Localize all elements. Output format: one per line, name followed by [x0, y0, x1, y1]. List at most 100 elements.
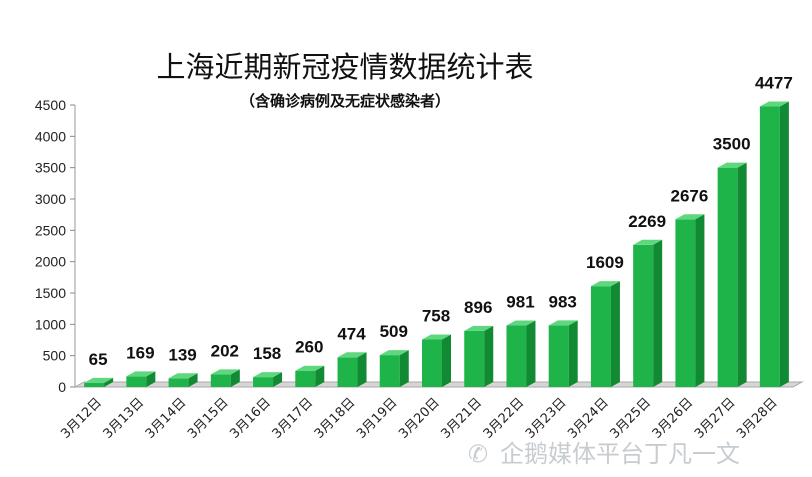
y-tick-label: 2000: [35, 254, 66, 270]
x-tick-label: 3月19日: [354, 395, 401, 442]
y-tick-label: 3500: [35, 160, 66, 176]
chart-title: 上海近期新冠疫情数据统计表: [156, 50, 533, 84]
x-tick-label: 3月21日: [439, 395, 486, 442]
bar-side: [230, 369, 240, 387]
bar-top: [675, 214, 705, 220]
data-label: 981: [506, 293, 534, 312]
bar: [506, 320, 536, 387]
data-label: 2269: [628, 212, 666, 231]
y-tick-label: 1000: [35, 316, 66, 332]
bar-top: [464, 325, 494, 331]
x-tick-label: 3月27日: [692, 395, 739, 442]
bar-side: [399, 350, 409, 387]
data-labels: 65 169 139 202 158 260 474 509 758 896 981 983 1609 2…: [89, 73, 793, 368]
data-label: 1609: [586, 253, 624, 272]
bar: [759, 101, 789, 387]
bar-front: [759, 106, 780, 387]
bar-front: [506, 325, 527, 387]
y-tick-labels: 0 500 1000 1500 2000 2500 3000 3500 4000 4500: [35, 97, 66, 395]
bar-front: [379, 355, 400, 387]
bar-side: [146, 371, 156, 387]
bar-front: [168, 378, 189, 387]
bar-front: [422, 339, 442, 387]
x-tick-label: 3月12日: [58, 395, 105, 442]
bar-side: [568, 320, 578, 387]
watermark: ✆ 企鹅媒体平台丁凡一文: [468, 440, 740, 468]
x-tick-label: 3月22日: [481, 395, 528, 442]
bar-front: [464, 330, 485, 387]
x-tick-label: 3月20日: [396, 395, 443, 442]
bar-front: [253, 377, 274, 387]
bar: [253, 372, 283, 387]
data-label: 2676: [670, 186, 708, 205]
bar: [84, 377, 114, 387]
x-tick-label: 3月14日: [143, 395, 190, 442]
bar-top: [379, 350, 409, 356]
y-tick-label: 2500: [35, 222, 66, 238]
bar-top: [548, 320, 578, 326]
y-tick-label: 1500: [35, 285, 66, 301]
bar-side: [610, 281, 620, 387]
bar-side: [442, 334, 451, 387]
x-tick-label: 3月25日: [607, 395, 654, 442]
bar: [126, 371, 156, 387]
bar-side: [737, 162, 747, 387]
bar-side: [104, 377, 114, 387]
bar: [168, 373, 198, 387]
bar-side: [357, 352, 367, 387]
bar-front: [337, 357, 358, 387]
data-label: 158: [253, 344, 281, 363]
bar: [379, 350, 409, 387]
x-tick-label: 3月18日: [312, 395, 359, 442]
bar-top: [759, 101, 789, 107]
y-tick-label: 4000: [35, 128, 66, 144]
bar: [295, 365, 325, 387]
bar-side: [188, 373, 198, 387]
chart-subtitle: （含确诊病例及无症状感染者）: [240, 92, 450, 110]
x-tick-label: 3月23日: [523, 395, 570, 442]
bar: [548, 320, 578, 387]
bar-front: [633, 244, 654, 387]
bar-side: [526, 320, 536, 387]
bar-front: [210, 374, 231, 387]
data-label: 169: [126, 343, 154, 362]
bar-top: [168, 373, 198, 379]
bar-side: [315, 365, 325, 387]
x-tick-label: 3月24日: [565, 395, 612, 442]
bar-top: [506, 320, 536, 326]
bar-side: [653, 239, 663, 387]
x-tick-label: 3月28日: [734, 395, 781, 442]
bar: [422, 334, 451, 387]
bar-side: [273, 372, 283, 387]
bar-front: [548, 325, 569, 387]
data-label: 202: [211, 341, 239, 360]
bar: [675, 214, 705, 387]
data-label: 3500: [713, 135, 751, 154]
x-tick-label: 3月15日: [185, 395, 232, 442]
bar-top: [422, 334, 451, 340]
bar-side: [779, 101, 789, 387]
bar-top: [633, 239, 663, 245]
bar-top: [337, 352, 367, 358]
y-tick-label: 3000: [35, 191, 66, 207]
data-label: 4477: [755, 73, 793, 92]
bar-front: [590, 286, 611, 387]
y-tick-label: 500: [43, 348, 67, 364]
watermark-text: 企鹅媒体平台丁凡一文: [500, 440, 740, 468]
bar-top: [590, 281, 620, 287]
x-tick-labels: 3月12日3月13日3月14日3月15日3月16日3月17日3月18日3月19日…: [58, 395, 780, 442]
bar-top: [717, 162, 747, 168]
bar-side: [695, 214, 705, 387]
watermark-icon: ✆: [468, 440, 488, 468]
bar: [717, 162, 747, 387]
bar: [337, 352, 367, 387]
x-tick-label: 3月16日: [227, 395, 274, 442]
bar-top: [84, 377, 114, 383]
data-label: 896: [464, 298, 492, 317]
x-tick-label: 3月13日: [101, 395, 148, 442]
bar-front: [675, 219, 696, 387]
data-label: 509: [380, 322, 408, 341]
bar: [210, 369, 240, 387]
data-label: 983: [549, 292, 577, 311]
